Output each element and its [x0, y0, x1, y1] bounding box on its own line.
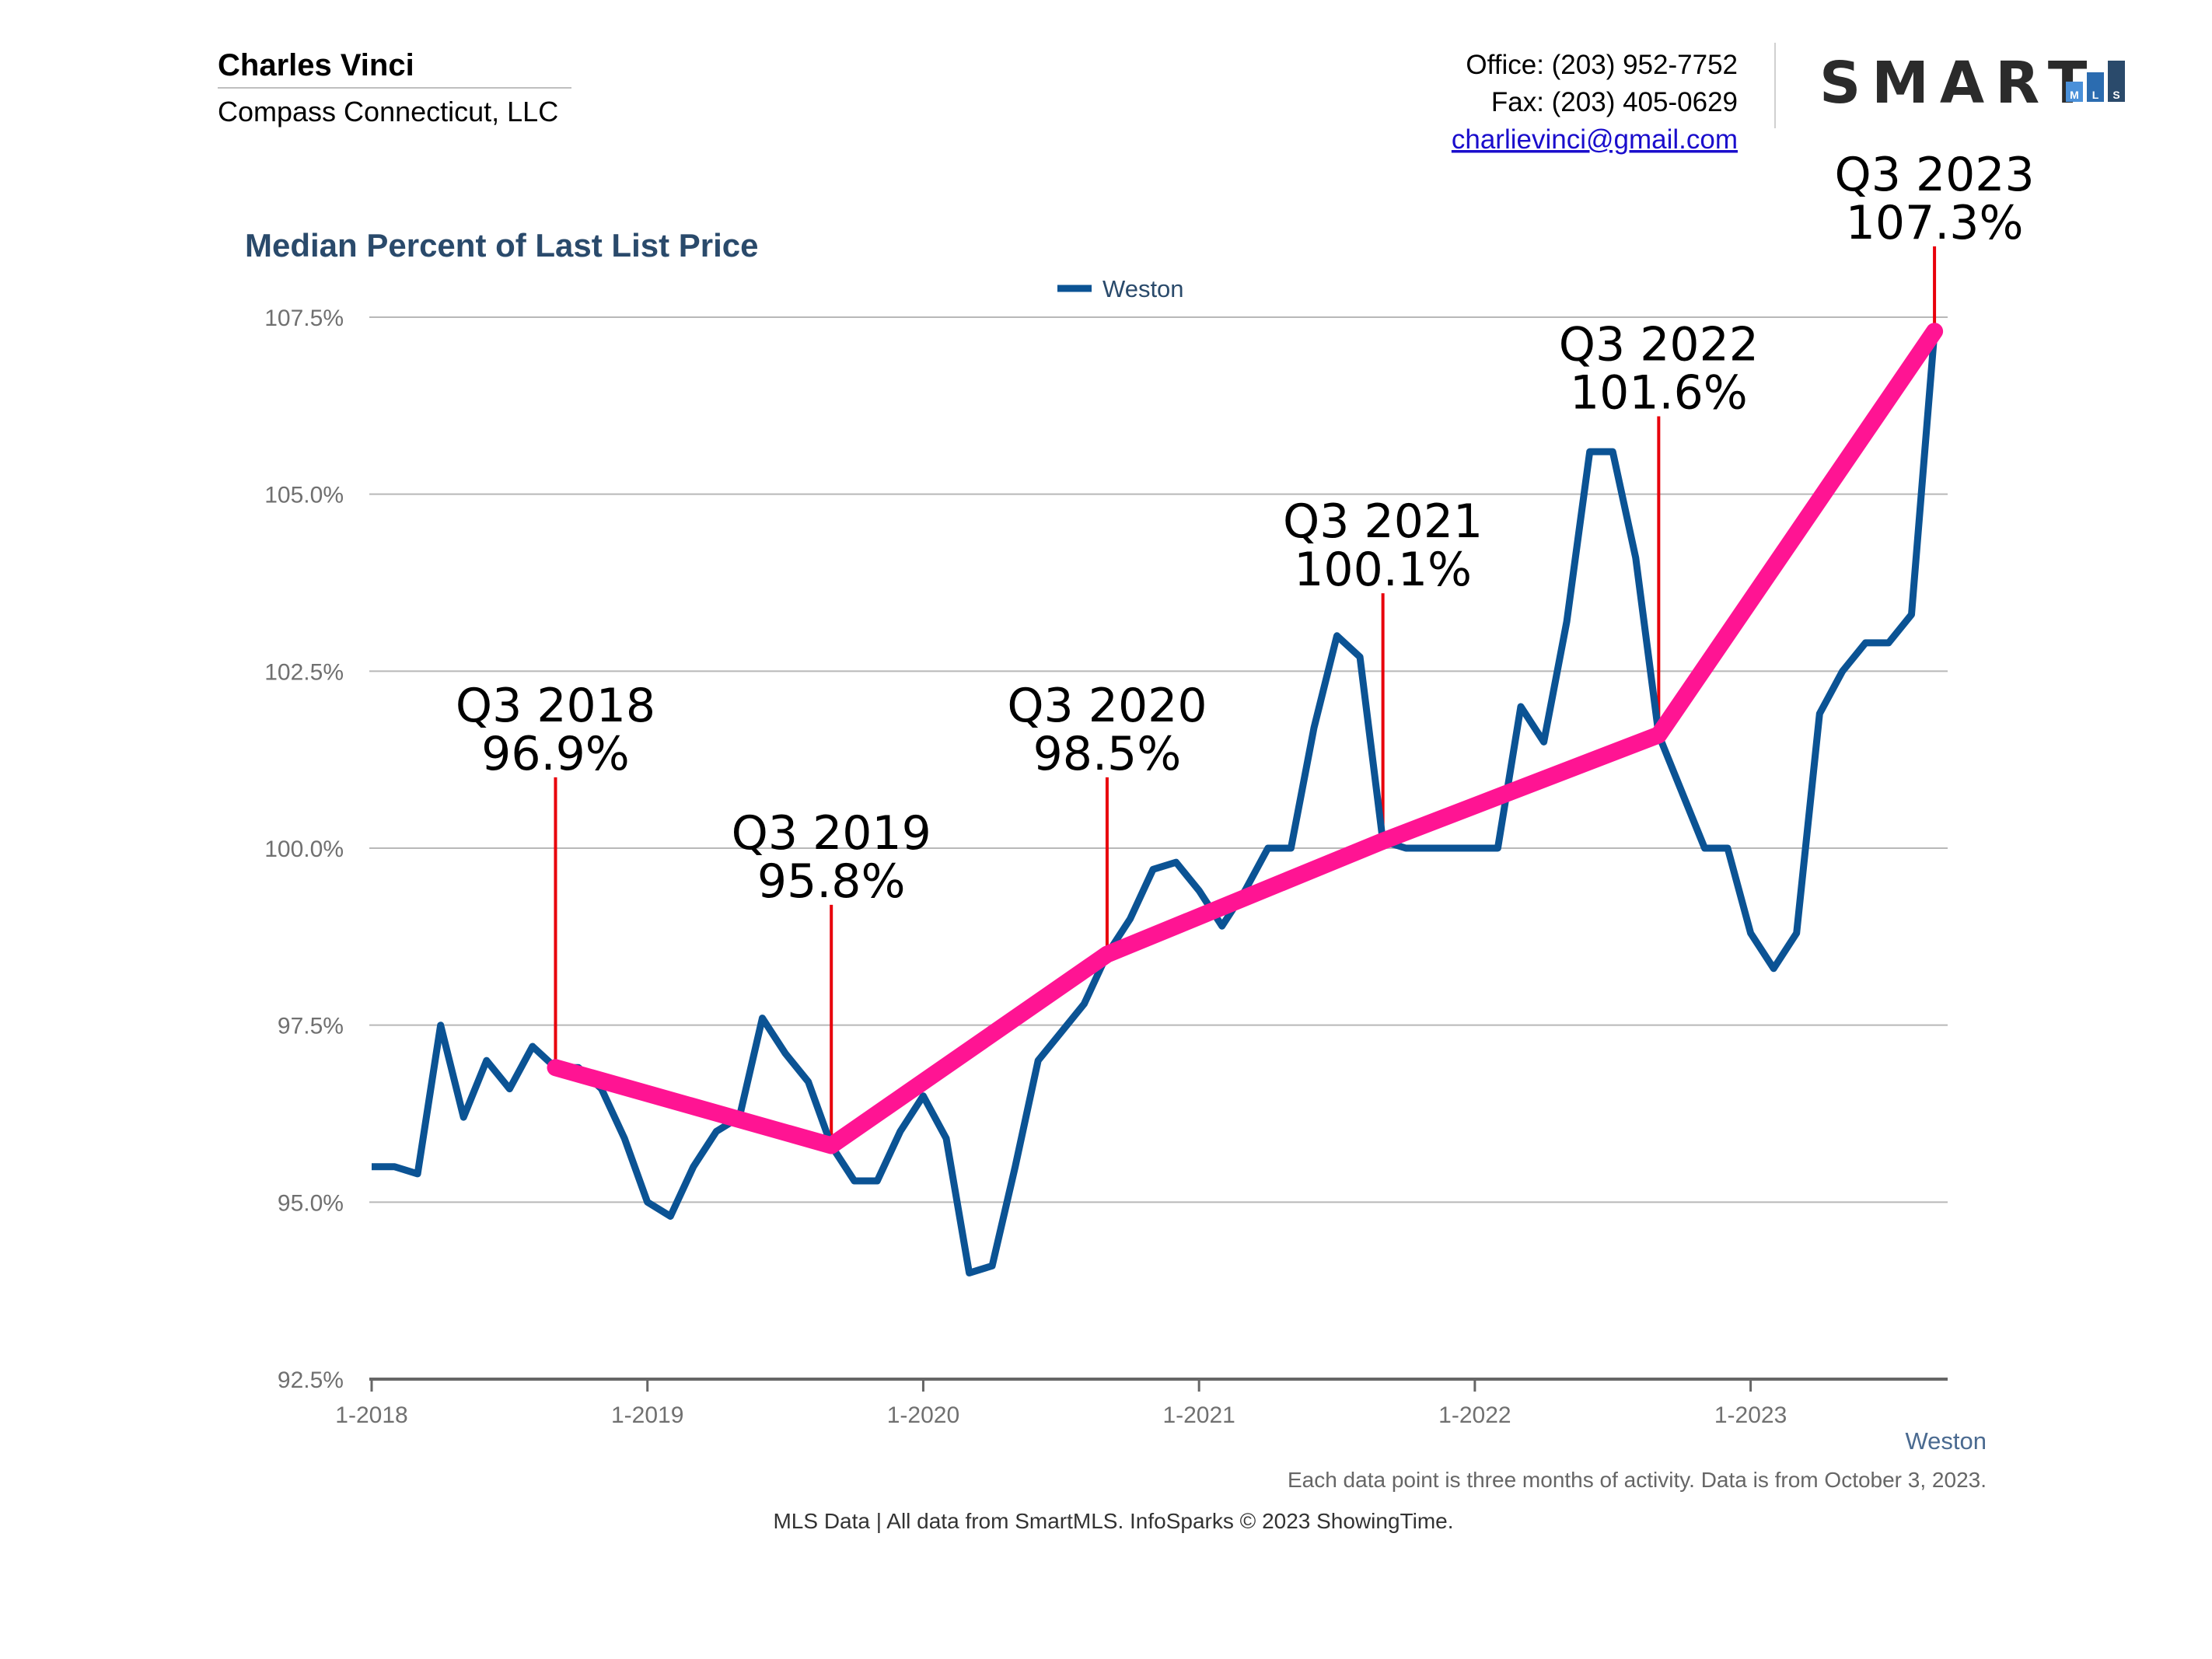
annotation-quarter: Q3 2020: [1007, 679, 1207, 733]
series-lines: [372, 323, 1944, 1277]
logo-block-m: [2066, 82, 2083, 102]
data-source: MLS Data | All data from SmartMLS. InfoS…: [773, 1509, 1453, 1533]
logo-letter-s: S: [2112, 89, 2119, 101]
chart-title: Median Percent of Last List Price: [245, 227, 759, 264]
data-note: Each data point is three months of activ…: [1288, 1468, 1987, 1492]
logo-block-s: [2108, 61, 2125, 102]
x-tick-label: 1-2020: [887, 1402, 959, 1428]
x-footer-geo-label: Weston: [1905, 1427, 1987, 1455]
q3-trend-line: [547, 323, 1944, 1154]
annotation-value: 107.3%: [1846, 196, 2024, 250]
email-link[interactable]: charlievinci@gmail.com: [1452, 124, 1738, 155]
y-tick-label: 95.0%: [278, 1190, 344, 1216]
agent-name: Charles Vinci: [218, 48, 414, 82]
y-axis-ticks: 107.5% 105.0% 102.5% 100.0% 97.5% 95.0% 92.5%: [264, 306, 344, 1393]
smartmls-logo: SMART M L S: [1819, 50, 2125, 117]
x-tick-label: 1-2022: [1438, 1402, 1511, 1428]
office-phone: Office: (203) 952-7752: [1466, 50, 1738, 80]
annotation-value: 95.8%: [757, 854, 906, 909]
logo-block-l: [2087, 72, 2104, 102]
gridlines: [369, 316, 1948, 1203]
x-axis: 1-2018 1-2019 1-2020 1-2021 1-2022 1-2023: [335, 1378, 1948, 1428]
annotation-quarter: Q3 2019: [732, 806, 931, 861]
annotation-quarter: Q3 2018: [456, 679, 655, 733]
annotation-value: 100.1%: [1294, 543, 1472, 597]
annotation-value: 98.5%: [1033, 727, 1182, 781]
annotation-quarter: Q3 2023: [1834, 148, 2034, 202]
agent-company: Compass Connecticut, LLC: [218, 96, 558, 127]
weston-series-line: [372, 330, 1938, 1277]
annotation-value: 101.6%: [1570, 365, 1748, 420]
logo-letter-l: L: [2092, 89, 2099, 101]
x-tick-label: 1-2018: [335, 1402, 407, 1428]
y-tick-label: 100.0%: [264, 836, 344, 862]
annotation-quarter: Q3 2021: [1283, 494, 1483, 549]
x-tick-label: 1-2019: [611, 1402, 683, 1428]
y-tick-label: 92.5%: [278, 1367, 344, 1393]
annotation-quarter: Q3 2022: [1559, 317, 1759, 372]
annotation-leaders: [554, 246, 1937, 1146]
y-tick-label: 97.5%: [278, 1014, 344, 1039]
x-tick-label: 1-2023: [1714, 1402, 1787, 1428]
y-tick-label: 105.0%: [264, 483, 344, 508]
fax-number: Fax: (203) 405-0629: [1491, 87, 1738, 117]
logo-wordmark: SMART: [1819, 50, 2098, 117]
chart-legend: Weston: [1057, 275, 1184, 302]
x-tick-label: 1-2021: [1162, 1402, 1235, 1428]
logo-letter-m: M: [2070, 89, 2079, 101]
y-tick-label: 102.5%: [264, 659, 344, 685]
legend-label: Weston: [1103, 275, 1184, 302]
y-tick-label: 107.5%: [264, 306, 344, 331]
annotation-value: 96.9%: [481, 727, 630, 781]
